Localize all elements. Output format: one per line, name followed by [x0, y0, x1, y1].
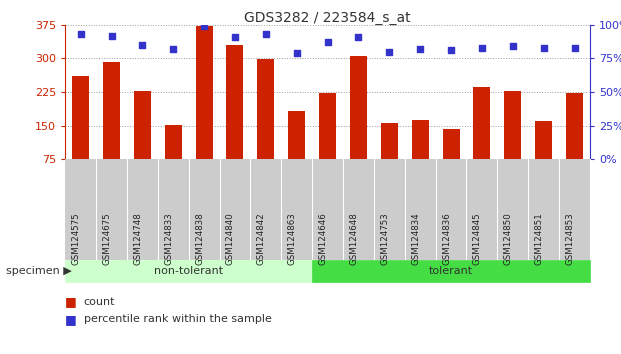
Text: GSM124753: GSM124753 [380, 212, 389, 264]
Point [230, 34, 240, 40]
Point [137, 42, 147, 48]
Text: ■: ■ [65, 313, 77, 326]
Point [322, 39, 332, 45]
Point [353, 34, 363, 40]
Text: ■: ■ [65, 295, 77, 308]
Bar [473, 87, 491, 193]
Bar [535, 121, 552, 193]
Point [538, 45, 548, 51]
Bar [257, 59, 274, 193]
Text: GSM124851: GSM124851 [535, 212, 543, 264]
Bar [288, 111, 305, 193]
Text: GSM124853: GSM124853 [566, 212, 574, 264]
Text: GSM124575: GSM124575 [71, 212, 81, 264]
Text: count: count [84, 297, 116, 307]
Bar [72, 76, 89, 193]
Point [168, 46, 178, 52]
Text: GSM124842: GSM124842 [257, 212, 266, 264]
Text: GSM124845: GSM124845 [473, 212, 482, 264]
Text: specimen ▶: specimen ▶ [6, 266, 72, 276]
Point [261, 32, 271, 37]
Point [477, 45, 487, 51]
Text: GSM124850: GSM124850 [504, 212, 513, 264]
Bar [412, 120, 428, 193]
Point [76, 32, 86, 37]
Text: GSM124648: GSM124648 [350, 212, 358, 264]
Point [446, 47, 456, 53]
Point [199, 23, 209, 29]
Bar [319, 93, 336, 193]
Text: GSM124646: GSM124646 [319, 212, 328, 264]
Text: GSM124836: GSM124836 [442, 212, 451, 264]
Text: GSM124748: GSM124748 [134, 212, 142, 264]
Bar [350, 56, 367, 193]
Bar [165, 125, 182, 193]
Point [415, 46, 425, 52]
Point [569, 45, 579, 51]
Bar [504, 91, 521, 193]
Bar [103, 62, 120, 193]
Text: non-tolerant: non-tolerant [154, 266, 223, 276]
Text: GSM124834: GSM124834 [411, 212, 420, 264]
Point [107, 33, 117, 38]
Bar [443, 129, 460, 193]
Text: GSM124863: GSM124863 [288, 212, 297, 264]
Point [508, 44, 518, 49]
Text: GSM124833: GSM124833 [164, 212, 173, 264]
Point [292, 50, 302, 56]
Text: percentile rank within the sample: percentile rank within the sample [84, 314, 272, 324]
Text: GSM124675: GSM124675 [102, 212, 112, 264]
Point [384, 49, 394, 55]
Bar [134, 91, 151, 193]
Bar [566, 93, 583, 193]
Bar [196, 26, 212, 193]
Bar [227, 45, 243, 193]
Bar [381, 122, 398, 193]
Text: tolerant: tolerant [429, 266, 473, 276]
Text: GSM124840: GSM124840 [226, 212, 235, 264]
Text: GDS3282 / 223584_s_at: GDS3282 / 223584_s_at [244, 11, 411, 25]
Text: GSM124838: GSM124838 [195, 212, 204, 264]
